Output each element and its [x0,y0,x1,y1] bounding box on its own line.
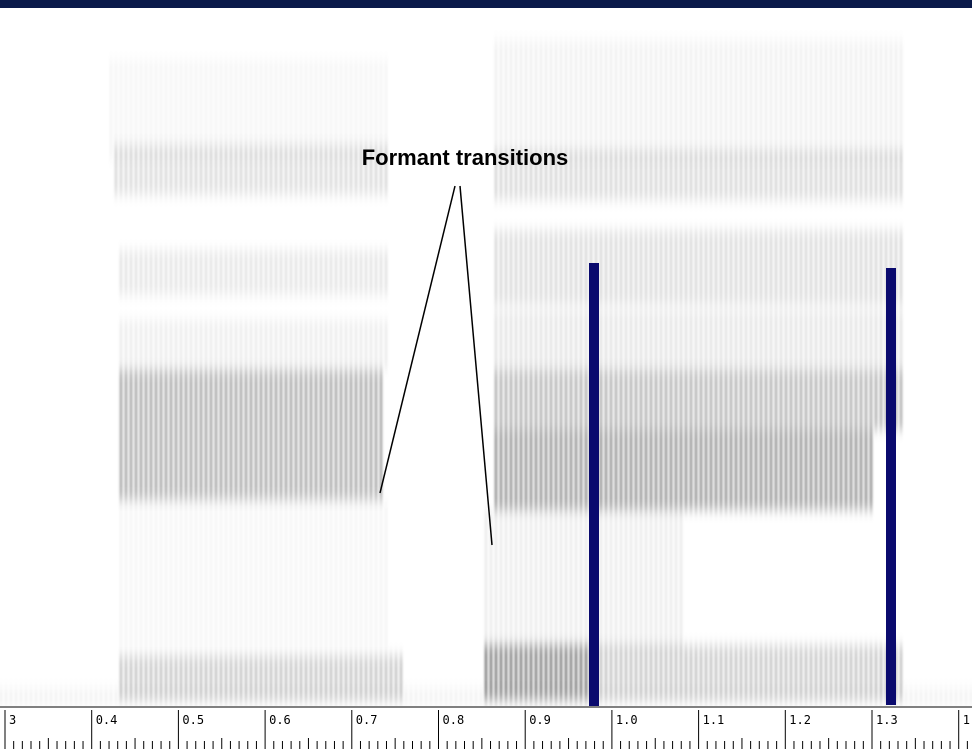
band [120,500,390,650]
band [120,250,390,295]
band [120,320,390,370]
spectrogram [0,40,972,706]
band [495,230,905,305]
band [485,510,685,650]
time-label: 1. [963,713,972,727]
ruler-background [0,706,972,749]
band [495,40,905,160]
band [0,688,972,706]
band [495,430,875,510]
band [115,145,390,195]
time-label: 0.7 [356,713,378,727]
time-ruler: 3 0.4 0.5 0.6 0.7 0.8 0.9 1.0 1.1 1.2 1.3 1. [0,706,972,749]
band [495,370,905,430]
time-label: 0.5 [182,713,204,727]
marker-bar [589,263,599,708]
marker-bar [886,268,896,705]
time-label: 1.0 [616,713,638,727]
band [495,150,905,200]
time-label: 0.9 [529,713,551,727]
pointer-line [459,185,493,546]
pointer-line [379,185,456,494]
time-label: 1.3 [876,713,898,727]
time-label: 0.8 [443,713,465,727]
band [120,370,385,500]
time-label: 1.2 [789,713,811,727]
top-bar [0,0,972,8]
band [495,310,905,370]
band [110,60,390,160]
time-label: 0.4 [96,713,118,727]
time-label: 3 [9,713,16,727]
time-label: 0.6 [269,713,291,727]
annotation: Formant transitions [362,145,569,170]
time-label: 1.1 [703,713,725,727]
